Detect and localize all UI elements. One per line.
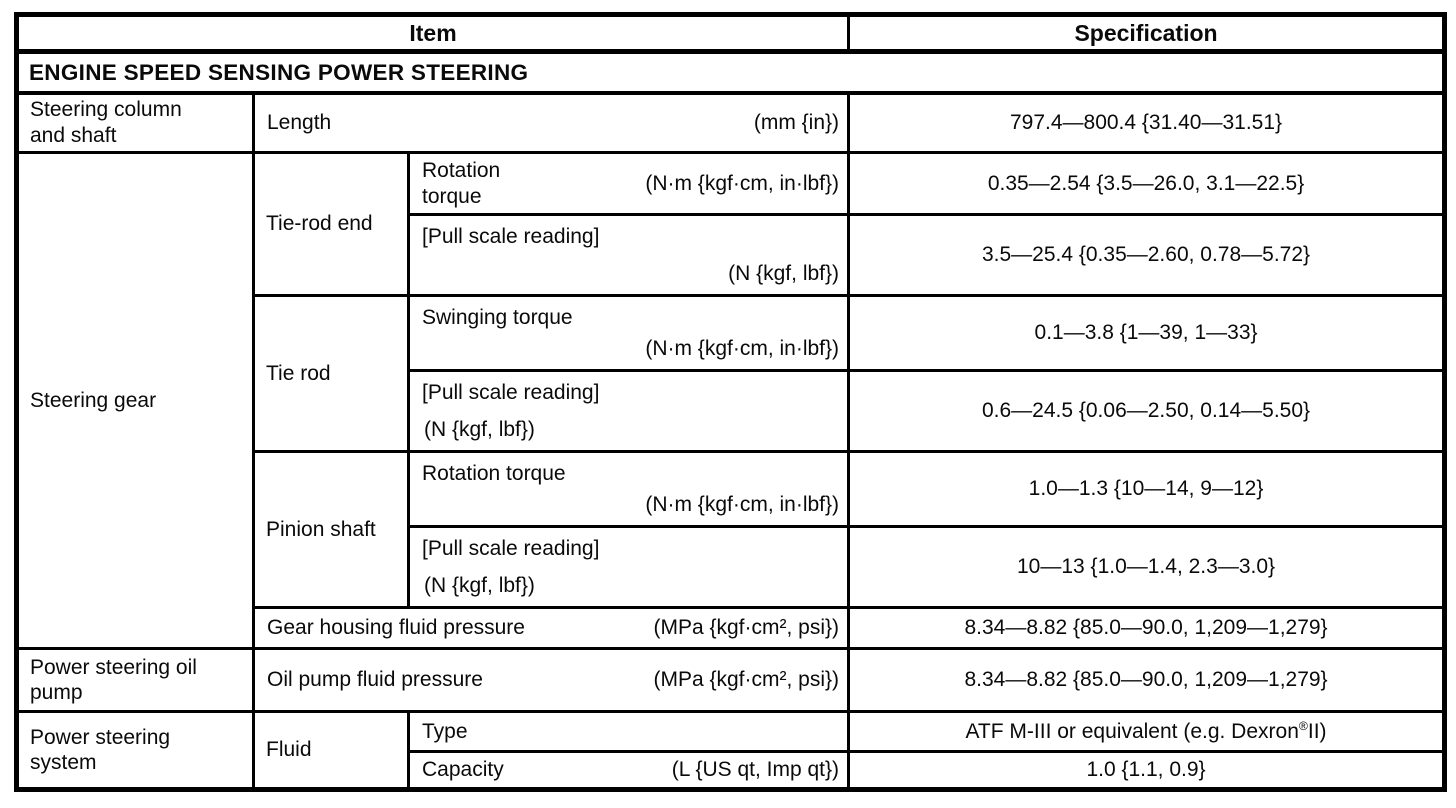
column-header-item: Item — [14, 12, 851, 55]
item-label-tie-rod-end-rotation-torque: Rotation torque — [422, 158, 500, 209]
item-cell-gear-housing-pressure: Gear housing fluid pressure (MPa {kgf·cm… — [251, 606, 851, 651]
spec-value-tie-rod-end-pull-scale: 3.5—25.4 {0.35—2.60, 0.78—5.72} — [847, 213, 1447, 298]
spec-fluid-type-text-end: II) — [1307, 719, 1327, 743]
item-cell-fluid-type: Type — [406, 710, 851, 754]
item-label-oil-pump-pressure: Oil pump fluid pressure — [267, 668, 483, 692]
item-unit-oil-pump-pressure: (MPa {kgf·cm², psi}) — [653, 668, 840, 692]
spec-value-tie-rod-end-rotation-torque: 0.35—2.54 {3.5—26.0, 3.1—22.5} — [847, 151, 1447, 217]
item-unit-gear-housing-pressure: (MPa {kgf·cm², psi}) — [653, 616, 840, 640]
item-unit-fluid-capacity: (L {US qt, Imp qt}) — [671, 758, 840, 782]
item-cell-fluid-capacity: Capacity (L {US qt, Imp qt}) — [406, 750, 851, 792]
subgroup-label-fluid: Fluid — [252, 710, 410, 792]
item-cell-tie-rod-end-rotation-torque: Rotation torque (N·m {kgf·cm, in·lbf}) — [406, 151, 851, 217]
spec-value-tie-rod-pull-scale: 0.6—24.5 {0.06—2.50, 0.14—5.50} — [847, 369, 1447, 454]
item-cell-tie-rod-end-pull-scale: [Pull scale reading] (N {kgf, lbf}) — [406, 213, 851, 298]
item-label-fluid-type: Type — [422, 719, 468, 743]
item-unit-tie-rod-end-rotation-torque: (N·m {kgf·cm, in·lbf}) — [645, 171, 840, 195]
spec-value-pinion-rotation-torque: 1.0—1.3 {10—14, 9—12} — [847, 450, 1447, 529]
subgroup-label-pinion-shaft: Pinion shaft — [252, 450, 410, 610]
item-unit-tie-rod-swinging-torque: (N·m {kgf·cm, in·lbf}) — [645, 336, 840, 360]
item-label-pinion-rotation-torque: Rotation torque — [422, 462, 566, 486]
column-header-specification: Specification — [847, 12, 1447, 55]
item-unit-tie-rod-end-pull-scale: (N {kgf, lbf}) — [728, 261, 840, 285]
item-label-fluid-capacity: Capacity — [422, 758, 504, 782]
item-label-tie-rod-pull-scale: [Pull scale reading] — [422, 381, 600, 405]
spec-value-gear-housing-pressure: 8.34—8.82 {85.0—90.0, 1,209—1,279} — [847, 606, 1447, 651]
spec-value-pinion-pull-scale: 10—13 {1.0—1.4, 2.3—3.0} — [847, 525, 1447, 610]
item-unit-length: (mm {in}) — [753, 110, 840, 134]
registered-trademark-symbol: ® — [1298, 718, 1308, 733]
item-label-gear-housing-pressure: Gear housing fluid pressure — [267, 616, 525, 640]
item-cell-oil-pump-pressure: Oil pump fluid pressure (MPa {kgf·cm², p… — [251, 647, 851, 714]
item-unit-pinion-rotation-torque: (N·m {kgf·cm, in·lbf}) — [645, 492, 840, 516]
spec-fluid-type-text: ATF M-III or equivalent (e.g. Dexron — [965, 719, 1299, 743]
group-label-steering-gear: Steering gear — [15, 151, 255, 651]
item-cell-pinion-pull-scale: [Pull scale reading] (N {kgf, lbf}) — [406, 525, 851, 610]
item-label-tie-rod-swinging-torque: Swinging torque — [422, 306, 573, 330]
group-label-steering-column-and-shaft: Steering column and shaft — [15, 91, 255, 155]
item-label-line1: Rotation — [422, 159, 501, 183]
item-cell-length: Length (mm {in}) — [251, 91, 851, 155]
item-cell-pinion-rotation-torque: Rotation torque (N·m {kgf·cm, in·lbf}) — [406, 450, 851, 529]
group-label-power-steering-oil-pump: Power steering oil pump — [15, 647, 255, 714]
subgroup-label-tie-rod: Tie rod — [252, 294, 410, 454]
spec-value-fluid-type: ATF M-III or equivalent (e.g. Dexron®II) — [847, 710, 1447, 754]
power-steering-specification-table: Item Specification ENGINE SPEED SENSING … — [14, 12, 1448, 793]
spec-value-length: 797.4—800.4 {31.40—31.51} — [847, 91, 1447, 155]
item-cell-tie-rod-pull-scale: [Pull scale reading] (N {kgf, lbf}) — [406, 369, 851, 454]
item-label-line2: torque — [422, 184, 482, 208]
item-label-pinion-pull-scale: [Pull scale reading] — [422, 537, 600, 561]
item-unit-tie-rod-pull-scale: (N {kgf, lbf}) — [424, 417, 535, 441]
item-unit-pinion-pull-scale: (N {kgf, lbf}) — [424, 573, 535, 597]
spec-value-tie-rod-swinging-torque: 0.1—3.8 {1—39, 1—33} — [847, 294, 1447, 373]
subgroup-label-tie-rod-end: Tie-rod end — [252, 151, 410, 298]
item-label-length: Length — [267, 110, 332, 134]
item-cell-tie-rod-swinging-torque: Swinging torque (N·m {kgf·cm, in·lbf}) — [406, 294, 851, 373]
group-label-power-steering-system: Power steering system — [15, 710, 255, 792]
item-label-tie-rod-end-pull-scale: [Pull scale reading] — [422, 225, 600, 249]
spec-value-fluid-capacity: 1.0 {1.1, 0.9} — [847, 750, 1447, 792]
spec-value-oil-pump-pressure: 8.34—8.82 {85.0—90.0, 1,209—1,279} — [847, 647, 1447, 714]
section-band-engine-speed-sensing: ENGINE SPEED SENSING POWER STEERING — [14, 50, 1447, 95]
